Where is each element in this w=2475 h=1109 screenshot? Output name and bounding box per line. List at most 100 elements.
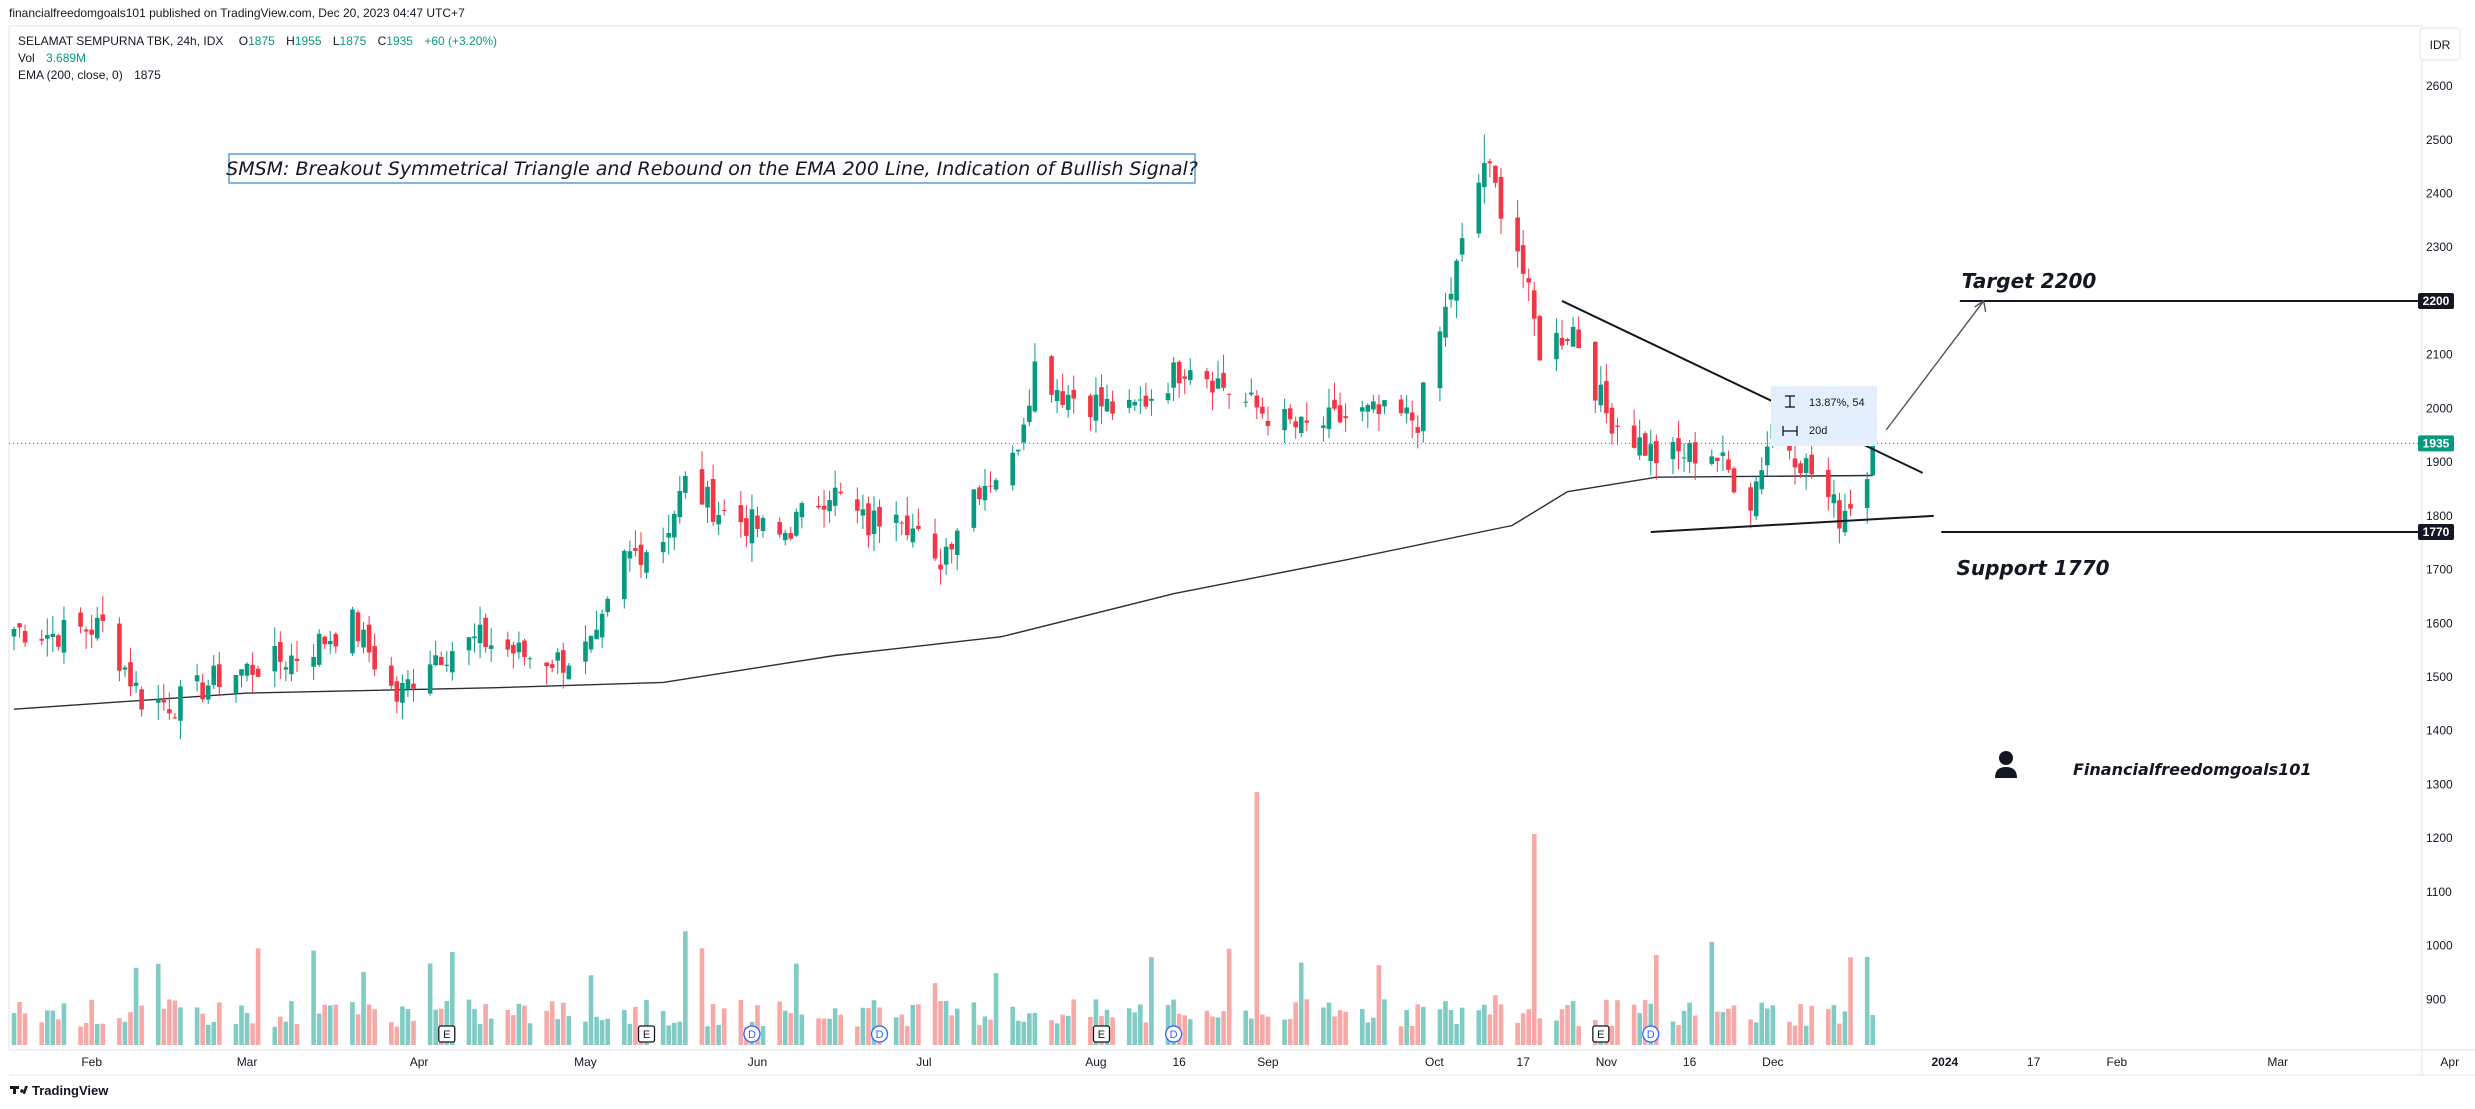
volume-bar xyxy=(544,1010,549,1045)
candle-body xyxy=(827,500,832,512)
volume-bar xyxy=(1343,1011,1348,1045)
candle xyxy=(1565,337,1570,346)
candle xyxy=(1021,417,1027,451)
candle xyxy=(1709,449,1715,466)
candle xyxy=(1598,366,1604,413)
triangle-lower-line[interactable] xyxy=(1650,514,1934,533)
candle xyxy=(943,537,949,575)
earnings-marker-letter: E xyxy=(443,1029,450,1041)
candle-body xyxy=(44,635,50,639)
dividend-marker[interactable]: D xyxy=(1164,1025,1183,1043)
volume-bar xyxy=(1204,1010,1210,1045)
candle xyxy=(816,496,821,509)
volume-bar xyxy=(239,1005,244,1045)
date-range-icon xyxy=(1782,426,1798,436)
volume-bar xyxy=(167,999,172,1045)
measure-pct: 13.87%, 54 xyxy=(1809,397,1865,409)
candle xyxy=(22,624,28,647)
volume-bar xyxy=(1337,1010,1343,1045)
candle xyxy=(716,501,721,535)
candle-body xyxy=(411,683,416,689)
candle-body xyxy=(1010,452,1016,486)
measure-tool[interactable]: 13.87%, 54 20d xyxy=(1771,386,1877,446)
candle xyxy=(1099,374,1104,424)
currency-button[interactable] xyxy=(2419,27,2461,61)
candle-body xyxy=(855,499,860,511)
volume-bar xyxy=(155,963,161,1045)
volume-bar xyxy=(633,1006,638,1045)
volume-bar xyxy=(1304,999,1310,1045)
candle-body xyxy=(83,629,89,632)
candle-body xyxy=(893,514,899,523)
candle-body xyxy=(1565,339,1570,342)
candle xyxy=(1715,457,1720,472)
volume-bar xyxy=(794,963,799,1045)
candle-body xyxy=(1382,400,1387,407)
price-tick-label: 2600 xyxy=(2426,79,2453,93)
author-annotation[interactable]: Financialfreedomgoals101 xyxy=(1995,751,2312,779)
candle xyxy=(1493,165,1498,188)
target-label[interactable]: Target 2200 xyxy=(1962,269,2097,293)
time-tick-label: Dec xyxy=(1762,1055,1783,1069)
candle-body xyxy=(1365,405,1371,412)
candle-body xyxy=(78,612,83,627)
volume-bar xyxy=(1326,1002,1332,1045)
earnings-marker[interactable]: E xyxy=(438,1025,456,1043)
candle xyxy=(1648,429,1654,476)
volume-bar xyxy=(172,1000,178,1045)
candle-body xyxy=(1826,469,1831,497)
candle xyxy=(39,629,45,646)
candle-body xyxy=(1132,401,1138,406)
dividend-marker[interactable]: D xyxy=(743,1025,761,1043)
candle-body xyxy=(394,681,400,702)
candle xyxy=(283,661,289,682)
earnings-marker[interactable]: E xyxy=(637,1025,656,1043)
volume-bar xyxy=(821,1018,827,1045)
measure-bars: 20d xyxy=(1809,425,1827,437)
candle xyxy=(1093,377,1099,433)
earnings-marker[interactable]: E xyxy=(1092,1025,1111,1043)
candle xyxy=(316,629,322,668)
candle xyxy=(777,517,782,538)
volume-bar xyxy=(677,1021,683,1045)
time-tick-label: Apr xyxy=(2440,1055,2459,1069)
volume-bar xyxy=(44,1010,50,1045)
volume-bar xyxy=(355,1014,361,1045)
plot-area[interactable] xyxy=(8,25,2423,1051)
candle-body xyxy=(1681,457,1687,459)
volume-bar xyxy=(893,1017,899,1045)
candle-body xyxy=(932,533,938,559)
candle xyxy=(139,686,144,717)
candle-body xyxy=(1171,362,1176,388)
candle-body xyxy=(583,641,588,662)
dividend-marker[interactable]: D xyxy=(870,1025,889,1043)
candle xyxy=(289,643,294,682)
candle xyxy=(50,616,56,653)
event-markers: EEDDEDEDE xyxy=(438,1025,1660,1043)
volume-bar xyxy=(1482,1004,1487,1045)
candle xyxy=(44,618,50,657)
candle-body xyxy=(1260,406,1265,414)
candle xyxy=(1615,417,1620,445)
time-tick-label: Jun xyxy=(748,1055,767,1069)
candle-body xyxy=(1493,165,1498,183)
candle-body xyxy=(1798,463,1803,474)
support-label[interactable]: Support 1770 xyxy=(1956,556,2109,580)
dividend-marker-letter: D xyxy=(1647,1029,1655,1041)
candle-body xyxy=(1176,361,1182,384)
title-annotation[interactable]: SMSM: Breakout Symmetrical Triangle and … xyxy=(226,153,1198,184)
candle-body xyxy=(622,550,627,600)
author-name: Financialfreedomgoals101 xyxy=(2073,760,2312,779)
projection-arrow[interactable] xyxy=(1885,300,1985,431)
earnings-marker[interactable]: E xyxy=(1592,1025,1610,1043)
volume-bar xyxy=(311,950,316,1045)
volume-bar xyxy=(1826,1009,1831,1045)
volume-bar xyxy=(1132,1012,1138,1045)
candle-body xyxy=(638,544,644,565)
candle xyxy=(860,494,866,530)
candle-body xyxy=(1138,399,1143,401)
dividend-marker[interactable]: D xyxy=(1642,1025,1660,1043)
candle xyxy=(660,527,666,564)
candle xyxy=(910,513,916,548)
